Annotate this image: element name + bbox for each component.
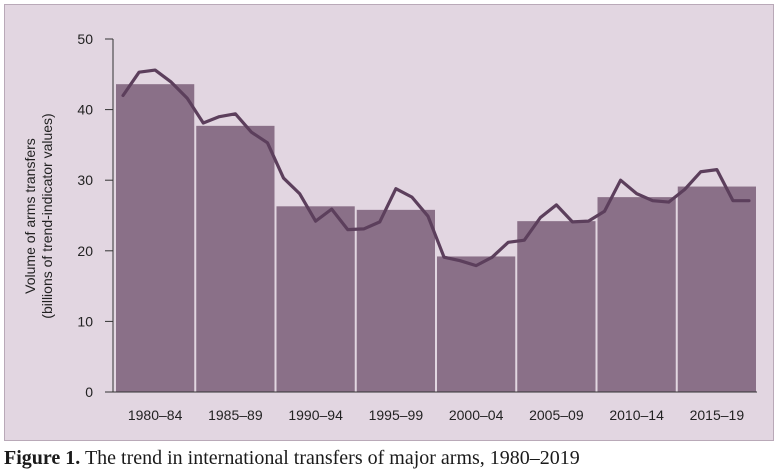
line-point-1986 [218, 115, 221, 118]
line-point-1984 [186, 97, 189, 100]
y-tick-label: 40 [77, 102, 93, 118]
line-point-1981 [138, 71, 140, 73]
x-tick-label: 2010–14 [609, 407, 664, 423]
bar-2015–19 [677, 186, 756, 392]
line-point-2006 [539, 216, 542, 219]
y-tick-label: 20 [77, 243, 93, 259]
y-tick-label: 10 [77, 313, 93, 329]
line-point-1990 [282, 177, 285, 179]
x-tick-label: 1985–89 [208, 407, 263, 423]
axis-layer [105, 38, 757, 393]
line-point-1989 [266, 141, 269, 144]
bar-1990–94 [276, 206, 355, 392]
bar-2010–14 [597, 197, 676, 392]
figure-caption: Figure 1. The trend in international tra… [4, 447, 580, 470]
line-point-1991 [298, 192, 301, 195]
line-point-2005 [523, 239, 526, 242]
bar-1985–89 [196, 125, 275, 392]
chart-panel: 1980–84 1985–89 1990–94 1995–99 2000–04 2005–… [4, 4, 774, 441]
x-tick-label: 1995–99 [369, 407, 424, 423]
line-point-2003 [491, 256, 493, 258]
line-point-2018 [732, 199, 734, 202]
bar-1980–84 [116, 84, 195, 393]
chart-svg: 1980–84 1985–89 1990–94 1995–99 2000–04 2005–… [22, 31, 757, 423]
bar-2000–04 [437, 256, 516, 392]
label-layer: 1980–84 1985–89 1990–94 1995–99 2000–04 2005–… [22, 31, 744, 423]
line-point-1999 [427, 215, 429, 218]
line-point-2001 [459, 259, 461, 262]
line-point-1983 [170, 81, 172, 83]
line-point-2007 [555, 204, 558, 206]
line-point-2011 [619, 179, 622, 181]
line-point-1993 [330, 208, 333, 210]
line-point-1985 [202, 122, 205, 124]
x-tick-label: 1980–84 [128, 407, 183, 423]
caption-label: Figure 1. [4, 447, 81, 469]
line-point-1994 [346, 228, 349, 231]
line-point-2013 [651, 199, 654, 202]
x-tick-label: 2005–09 [529, 407, 584, 423]
line-point-2016 [700, 170, 702, 173]
x-tick-label: 1990–94 [288, 407, 343, 423]
line-point-2000 [443, 256, 445, 258]
y-tick-label: 30 [77, 172, 93, 188]
line-point-2010 [603, 210, 606, 213]
annual-trend-line [121, 68, 751, 268]
line-point-2009 [587, 220, 590, 222]
line-point-1998 [411, 196, 413, 198]
line-point-2015 [683, 188, 686, 191]
line-point-1997 [395, 187, 397, 190]
line-layer [121, 68, 751, 268]
y-tick-label: 0 [85, 384, 93, 400]
line-point-1980 [122, 94, 124, 97]
line-point-2019 [748, 199, 750, 202]
caption-text: The trend in international transfers of … [84, 447, 580, 469]
line-point-1995 [362, 228, 365, 230]
line-point-1988 [250, 131, 253, 133]
line-point-2017 [716, 168, 718, 171]
y-axis-title: Volume of arms transfers [22, 138, 38, 294]
line-point-1996 [379, 221, 381, 223]
x-tick-label: 2015–19 [690, 407, 745, 423]
line-point-2004 [507, 241, 510, 244]
line-point-2008 [571, 221, 574, 223]
x-tick-label: 2000–04 [449, 407, 504, 423]
bars-layer [116, 84, 756, 393]
bar-1995–99 [356, 209, 435, 392]
y-axis-units: (billions of trend-indicator values) [39, 113, 55, 318]
line-point-1992 [314, 220, 317, 222]
line-point-2012 [635, 192, 638, 195]
bar-2005–09 [517, 221, 596, 392]
line-point-1987 [234, 113, 237, 115]
line-point-2014 [667, 201, 670, 203]
y-tick-label: 50 [77, 31, 93, 47]
line-point-1982 [154, 69, 156, 71]
line-point-2002 [475, 264, 477, 267]
